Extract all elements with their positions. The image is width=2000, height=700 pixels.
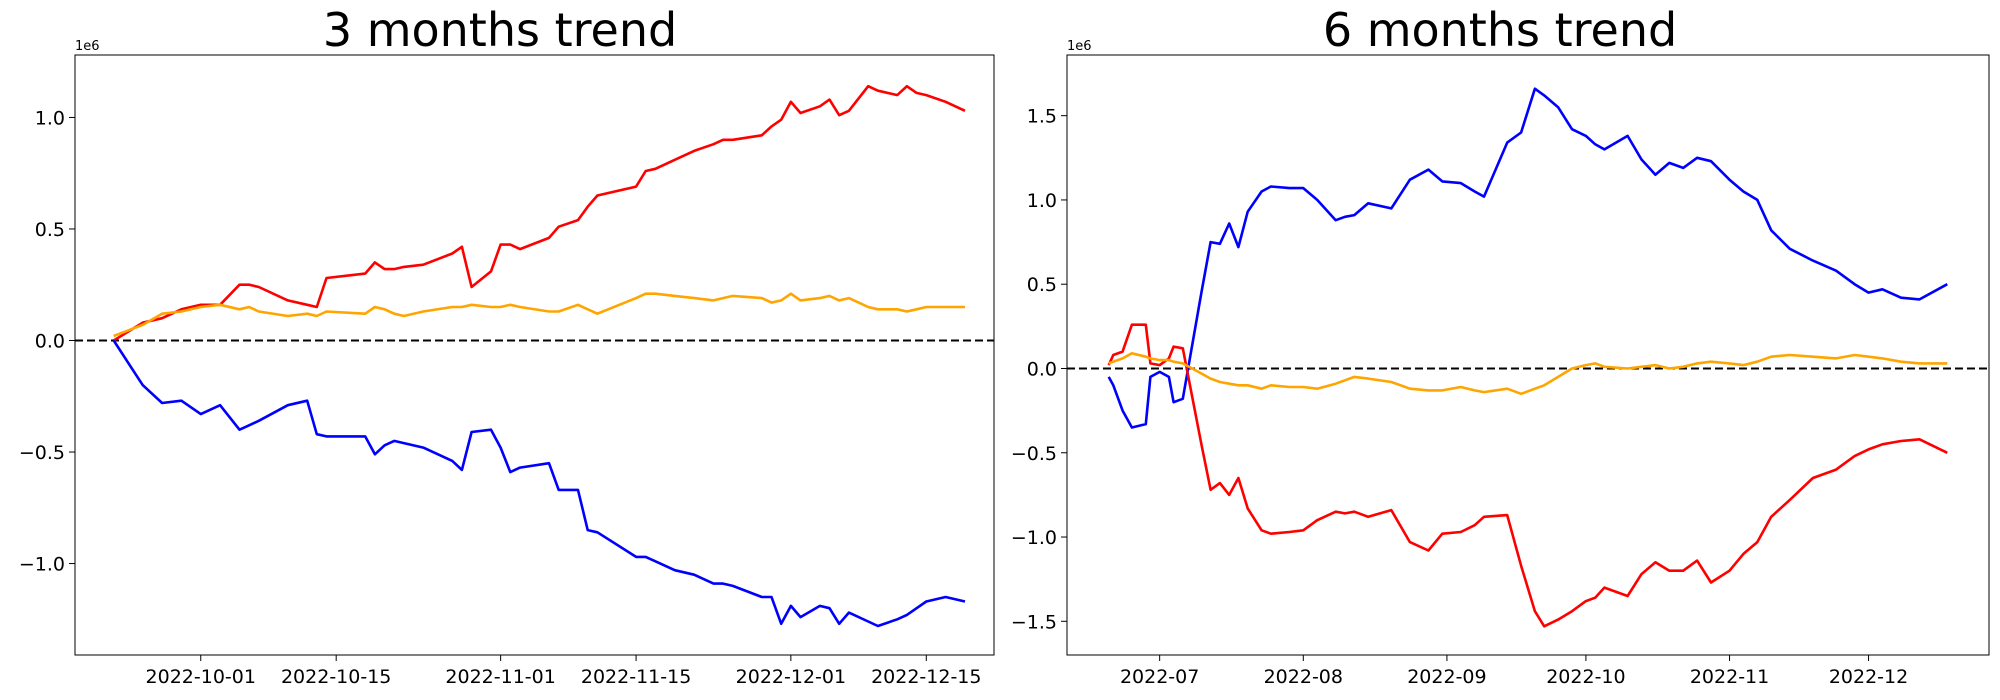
y-offset-label: 1e6 — [75, 39, 100, 54]
x-tick-label: 2022-11-01 — [445, 666, 555, 688]
x-tick-label: 2022-07 — [1120, 666, 1199, 688]
y-tick-label: −0.5 — [1011, 443, 1057, 465]
y-tick-label: 0.5 — [35, 219, 65, 241]
chart-3-months: −1.0 −0.5 0.0 0.5 1.0 2022-10-01 2022-10-15 202… — [19, 39, 995, 688]
x-tick-label: 2022-12 — [1829, 666, 1908, 688]
x-tick-label: 2022-08 — [1264, 666, 1343, 688]
y-tick-label: 0.5 — [1027, 274, 1057, 296]
y-offset-label: 1e6 — [1067, 39, 1092, 54]
series-line-0 — [113, 84, 966, 342]
chart-title: 6 months trend — [1322, 3, 1678, 57]
y-tick-label: −1.5 — [1011, 611, 1057, 633]
chart-panel-3-months: 3 months trend −1.0 −0.5 0.0 0.5 1.0 2022-10-… — [19, 3, 995, 688]
x-tick-label: 2022-11 — [1690, 666, 1769, 688]
x-tick-label: 2022-11-15 — [581, 666, 691, 688]
y-tick-label: 1.5 — [1027, 106, 1057, 128]
y-tick-label: 1.0 — [1027, 190, 1057, 212]
series-line-1 — [113, 292, 965, 338]
x-tick-label: 2022-10 — [1546, 666, 1625, 688]
x-tick-label: 2022-12-15 — [871, 666, 981, 688]
series-line-1 — [1107, 323, 1948, 628]
series-line-2 — [112, 339, 966, 628]
axes-frame — [74, 54, 995, 656]
x-tick-label: 2022-09 — [1407, 666, 1486, 688]
chart-6-months: −1.5 −1.0 −0.5 0.0 0.5 1.0 1.5 2022-07 2022-08 20… — [1011, 39, 1990, 688]
y-tick-label: −0.5 — [19, 442, 65, 464]
x-tick-label: 2022-10-15 — [281, 666, 391, 688]
series-line-0 — [1107, 87, 1948, 429]
y-tick-label: −1.0 — [19, 554, 65, 576]
x-tick-label: 2022-10-01 — [146, 666, 256, 688]
chart-panel-6-months: 6 months trend −1.5 −1.0 −0.5 0.0 0.5 1.0 1.5 2… — [1000, 0, 2000, 700]
axes-frame — [1066, 54, 1990, 656]
y-tick-label: 0.0 — [1027, 358, 1057, 380]
series-line-2 — [1108, 351, 1948, 396]
chart-title: 3 months trend — [322, 3, 678, 57]
y-tick-label: 1.0 — [35, 107, 65, 129]
y-tick-label: −1.0 — [1011, 527, 1057, 549]
y-tick-label: 0.0 — [35, 331, 65, 353]
x-tick-label: 2022-12-01 — [736, 666, 846, 688]
